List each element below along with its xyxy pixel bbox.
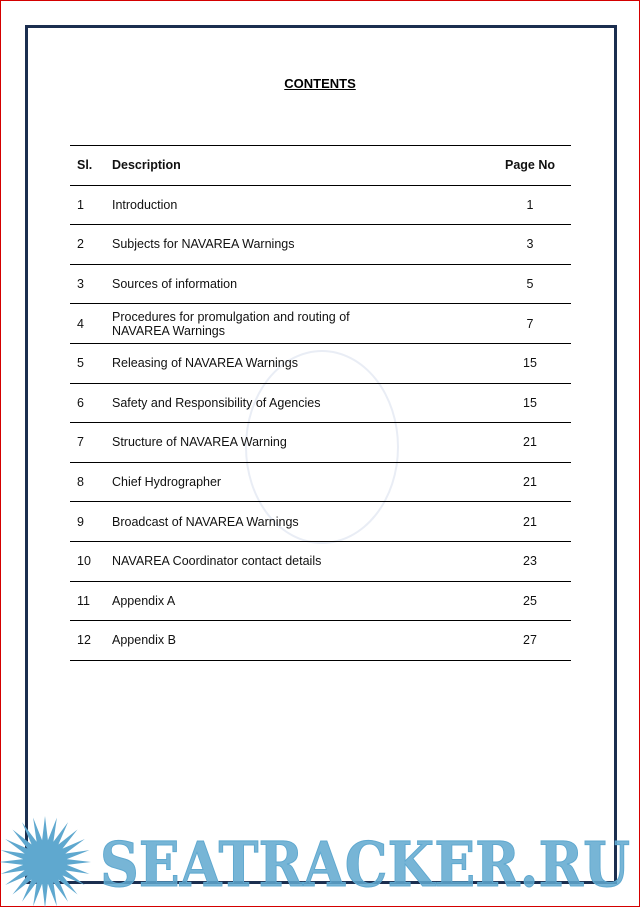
cell-page: 21	[523, 475, 537, 490]
cell-page: 27	[523, 633, 537, 648]
cell-page: 21	[523, 514, 537, 529]
table-row: 5 Releasing of NAVAREA Warnings 15	[70, 344, 571, 384]
cell-sl: 9	[77, 514, 84, 529]
cell-description: Releasing of NAVAREA Warnings	[112, 356, 298, 371]
cell-description: Appendix A	[112, 593, 176, 608]
table-row: 11 Appendix A 25	[70, 582, 571, 622]
seatracker-logo-watermark: SEATRACKER.RU	[0, 816, 631, 907]
table-header: Sl. Description Page No	[70, 146, 571, 186]
table-row: 1 Introduction 1	[70, 186, 571, 226]
cell-description: Safety and Responsibility of Agencies	[112, 395, 321, 410]
header-description: Description	[112, 158, 181, 173]
cell-page: 7	[526, 316, 534, 331]
cell-description: Sources of information	[112, 277, 238, 292]
cell-description: Chief Hydrographer	[112, 475, 222, 490]
cell-sl: 5	[77, 356, 84, 371]
hydrographic-office-seal-watermark	[245, 350, 399, 544]
header-sl: Sl.	[77, 158, 93, 173]
cell-sl: 7	[77, 435, 84, 450]
cell-page: 1	[526, 197, 534, 212]
page-frame	[25, 25, 617, 884]
cell-page: 15	[523, 395, 537, 410]
table-row: 12 Appendix B 27	[70, 621, 571, 661]
cell-sl: 4	[77, 316, 84, 331]
table-row: 9 Broadcast of NAVAREA Warnings 21	[70, 502, 571, 542]
cell-description: Appendix B	[112, 633, 176, 648]
cell-page: 3	[526, 237, 534, 252]
cell-page: 25	[523, 593, 537, 608]
table-row: 4 Procedures for promulgation and routing…	[70, 304, 571, 344]
sun-icon	[0, 816, 91, 907]
cell-sl: 10	[77, 554, 91, 569]
cell-sl: 12	[77, 633, 91, 648]
cell-sl: 11	[77, 593, 90, 608]
table-row: 7 Structure of NAVAREA Warning 21	[70, 423, 571, 463]
cell-sl: 1	[77, 197, 84, 212]
cell-page: 15	[523, 356, 537, 371]
cell-sl: 3	[77, 277, 84, 292]
cell-description: Procedures for promulgation and routing …	[112, 309, 350, 338]
contents-table: Sl. Description Page No 1 Introduction 1 2 S…	[70, 145, 571, 661]
table-row: 3 Sources of information 5	[70, 265, 571, 305]
cell-sl: 2	[77, 237, 84, 252]
watermark-text: SEATRACKER.RU	[100, 828, 630, 901]
table-row: 10 NAVAREA Coordinator contact details 23	[70, 542, 571, 582]
cell-description: NAVAREA Coordinator contact details	[112, 554, 322, 569]
cell-page: 5	[526, 277, 534, 292]
cell-description: Subjects for NAVAREA Warnings	[112, 237, 295, 252]
cell-description: Broadcast of NAVAREA Warnings	[112, 514, 299, 529]
cell-page: 21	[523, 435, 537, 450]
table-row: 8 Chief Hydrographer 21	[70, 463, 571, 503]
cell-description: Structure of NAVAREA Warning	[112, 435, 287, 450]
page-title: CONTENTS	[284, 76, 356, 91]
cell-page: 23	[523, 554, 537, 569]
header-page: Page No	[504, 158, 555, 173]
cell-sl: 6	[77, 395, 84, 410]
cell-sl: 8	[77, 475, 84, 490]
cell-description: Introduction	[112, 197, 178, 212]
table-row: 2 Subjects for NAVAREA Warnings 3	[70, 225, 571, 265]
table-row: 6 Safety and Responsibility of Agencies 15	[70, 384, 571, 424]
